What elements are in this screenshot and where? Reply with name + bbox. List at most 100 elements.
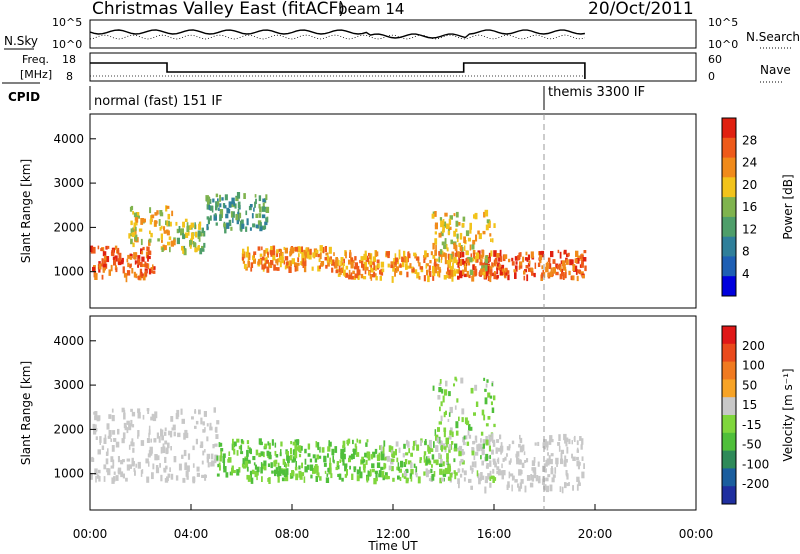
data-cell <box>490 269 493 276</box>
data-cell <box>150 232 153 238</box>
data-cell <box>257 246 261 251</box>
data-cell <box>491 238 494 243</box>
data-cell <box>285 468 289 475</box>
data-cell <box>492 476 495 483</box>
data-cell <box>565 470 568 476</box>
data-cell <box>360 273 364 279</box>
data-cell <box>453 270 456 277</box>
data-cell <box>148 268 152 275</box>
data-cell <box>102 269 105 273</box>
data-cell <box>133 271 136 278</box>
data-cell <box>348 274 352 280</box>
data-cell <box>214 213 217 217</box>
data-cell <box>500 442 503 448</box>
data-cell <box>566 474 569 480</box>
data-cell <box>410 469 414 475</box>
data-cell <box>449 226 452 230</box>
data-cell <box>140 238 143 246</box>
data-cell <box>454 443 458 450</box>
data-cell <box>258 203 261 209</box>
data-cell <box>198 409 201 415</box>
data-cell <box>252 456 256 461</box>
data-cell <box>423 455 426 460</box>
data-cell <box>433 267 438 274</box>
data-cell <box>130 408 133 412</box>
data-cell <box>342 262 345 266</box>
data-cell <box>192 463 195 468</box>
data-cell <box>140 272 142 278</box>
data-cell <box>496 466 500 471</box>
data-cell <box>276 251 278 257</box>
data-cell <box>248 253 251 261</box>
colorbar-tick-label: -50 <box>742 438 762 452</box>
data-cell <box>487 265 490 273</box>
x-axis-label: Time UT <box>367 539 418 553</box>
data-cell <box>445 437 448 444</box>
data-cell <box>374 448 378 454</box>
data-cell <box>257 259 261 264</box>
data-cell <box>320 261 325 266</box>
data-cell <box>105 458 109 465</box>
data-cell <box>486 379 489 383</box>
data-cell <box>159 226 162 231</box>
data-cell <box>324 256 328 261</box>
data-cell <box>213 458 217 464</box>
data-cell <box>164 456 167 463</box>
data-cell <box>491 449 494 455</box>
data-cell <box>155 467 160 474</box>
data-cell <box>455 250 458 255</box>
data-cell <box>209 215 212 221</box>
data-cell <box>178 226 181 233</box>
data-cell <box>92 246 96 254</box>
data-cell <box>430 444 432 449</box>
data-cell <box>186 222 189 229</box>
nsearch-trace <box>89 34 586 40</box>
data-cell <box>550 439 554 443</box>
data-cell <box>537 262 541 267</box>
data-cell <box>443 411 446 418</box>
data-cell <box>200 441 204 447</box>
data-cell <box>206 216 210 220</box>
data-cell <box>487 416 491 420</box>
data-cell <box>581 438 584 445</box>
data-cell <box>552 474 556 478</box>
data-cell <box>459 232 463 240</box>
data-cell <box>269 264 273 268</box>
data-cell <box>352 439 354 445</box>
data-cell <box>534 442 537 446</box>
data-cell <box>454 405 457 410</box>
data-cell <box>396 457 399 463</box>
data-cell <box>497 457 500 464</box>
data-cell <box>457 478 460 484</box>
data-cell <box>135 234 138 242</box>
data-cell <box>305 251 308 258</box>
data-cell <box>267 478 271 482</box>
data-cell <box>191 416 194 420</box>
data-cell <box>283 260 286 265</box>
data-cell <box>425 460 428 466</box>
data-cell <box>181 454 184 459</box>
data-cell <box>125 275 128 283</box>
data-cell <box>106 245 110 249</box>
data-cell <box>94 468 98 476</box>
data-cell <box>492 262 494 268</box>
data-cell <box>537 478 541 484</box>
data-cell <box>394 261 397 265</box>
data-cell <box>121 438 125 444</box>
data-cell <box>441 388 444 394</box>
data-cell <box>571 453 573 459</box>
data-cell <box>524 269 528 273</box>
data-cell <box>455 472 458 476</box>
data-cell <box>488 438 491 446</box>
data-cell <box>294 439 297 444</box>
data-cell <box>134 228 137 235</box>
data-cell <box>251 213 254 219</box>
data-cell <box>552 259 556 264</box>
data-cell <box>413 252 417 257</box>
data-cell <box>493 395 496 401</box>
data-cell <box>290 447 292 455</box>
data-cell <box>184 429 188 434</box>
data-cell <box>342 440 346 446</box>
data-cell <box>131 268 134 274</box>
colorbar-swatch <box>722 276 736 297</box>
